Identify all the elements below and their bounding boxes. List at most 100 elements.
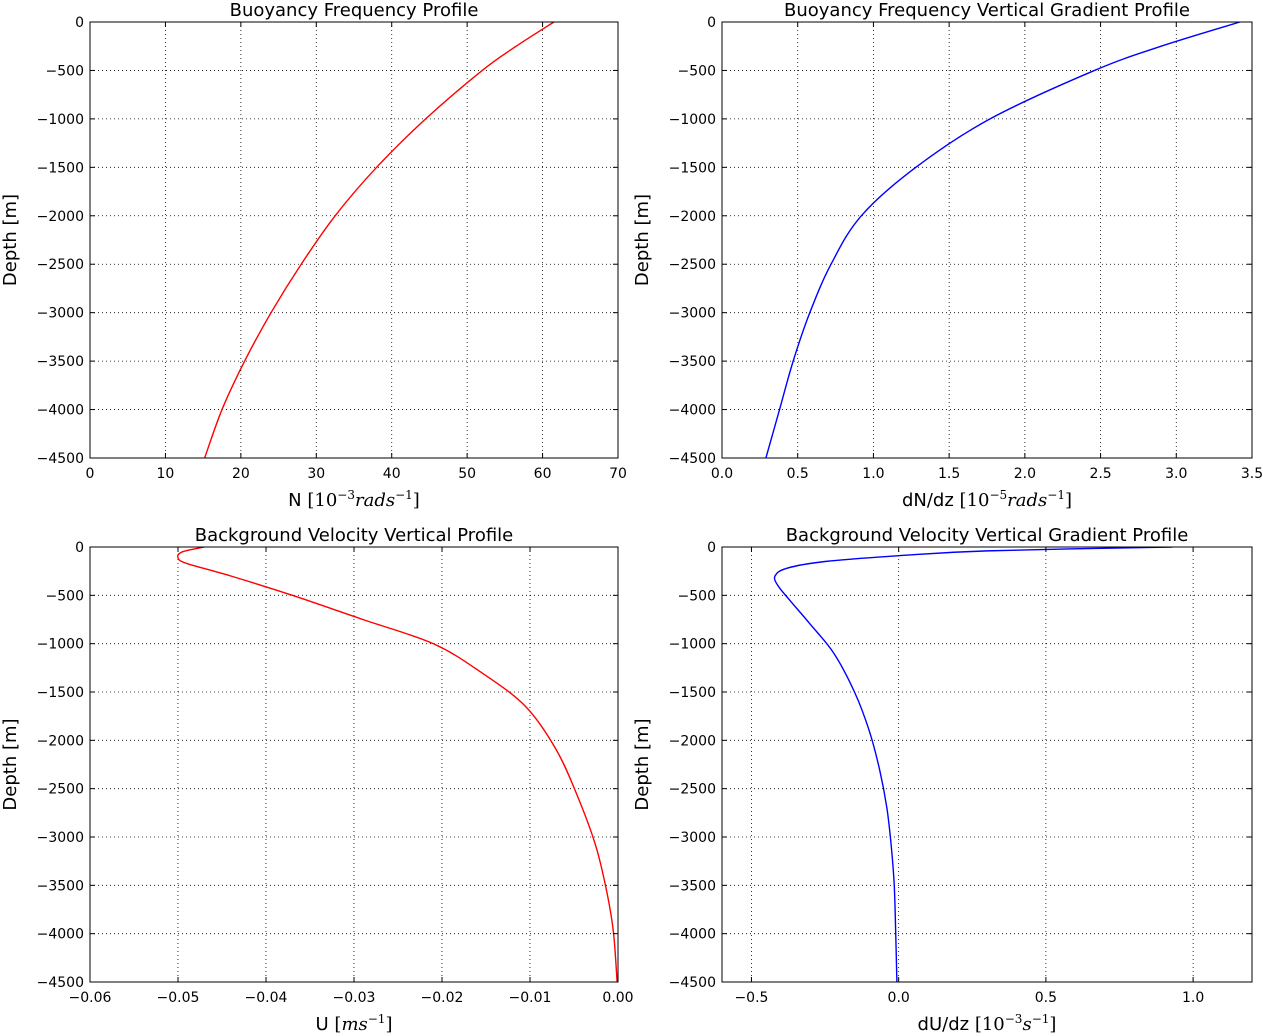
buoyancy-gradient-x-axis-label: dN/dz [10−5rads−1] — [902, 488, 1072, 511]
x-tick-label: 20 — [232, 466, 250, 482]
x-axis-label-part: −1 — [1032, 1012, 1050, 1026]
buoyancy-frequency-x-axis-label: N [10−3rads−1] — [288, 488, 420, 511]
y-tick-label: −3000 — [669, 306, 716, 322]
x-axis-label-part: [ — [307, 490, 314, 511]
buoyancy-gradient-frame — [721, 21, 1253, 459]
x-tick-label: −0.04 — [245, 990, 288, 1006]
x-axis-label-part: −3 — [337, 488, 355, 502]
x-axis-label-part: [ — [960, 490, 967, 511]
x-axis-label-part: ms — [341, 1014, 367, 1035]
y-tick-label: −1500 — [669, 685, 716, 701]
y-tick-label: −500 — [678, 588, 716, 604]
x-tick-label: 70 — [609, 466, 627, 482]
y-tick-label: 0 — [75, 540, 84, 556]
x-tick-label: −0.02 — [421, 990, 464, 1006]
x-tick-label: 0.00 — [602, 990, 633, 1006]
x-axis-label-part: ] — [413, 490, 420, 511]
y-tick-label: −2000 — [669, 733, 716, 749]
y-tick-label: −3500 — [669, 354, 716, 370]
velocity-gradient-title: Background Velocity Vertical Gradient Pr… — [786, 525, 1189, 546]
y-tick-label: −1000 — [37, 637, 84, 653]
x-tick-label: 0.5 — [1035, 990, 1057, 1006]
y-tick-label: −2000 — [37, 209, 84, 225]
y-tick-label: −3500 — [37, 878, 84, 894]
x-axis-label-part: U — [316, 1014, 335, 1035]
x-axis-label-part: −1 — [395, 488, 413, 502]
y-tick-label: −2000 — [669, 209, 716, 225]
y-tick-label: −2500 — [669, 782, 716, 798]
y-tick-label: −3000 — [669, 830, 716, 846]
x-tick-label: 50 — [458, 466, 476, 482]
x-axis-label-part: N — [288, 490, 307, 511]
y-tick-label: −3000 — [37, 306, 84, 322]
x-tick-label: 0.5 — [787, 466, 809, 482]
y-tick-label: −4500 — [37, 975, 84, 991]
buoyancy-frequency-series-line — [203, 22, 555, 458]
y-tick-label: −3500 — [37, 354, 84, 370]
x-axis-label-part: rads — [355, 490, 395, 511]
buoyancy-frequency-title: Buoyancy Frequency Profile — [230, 0, 479, 21]
x-tick-label: 1.0 — [862, 466, 884, 482]
x-axis-label-part: dU/dz — [918, 1014, 975, 1035]
y-tick-label: −4500 — [669, 975, 716, 991]
velocity-gradient-frame — [721, 546, 1253, 983]
x-tick-label: 1.5 — [938, 466, 960, 482]
x-axis-label-part: [ — [334, 1014, 341, 1035]
velocity-profile-y-axis-label: Depth [m] — [0, 718, 21, 810]
x-axis-label-part: dN/dz — [902, 490, 960, 511]
velocity-gradient-y-axis-label: Depth [m] — [632, 718, 653, 810]
y-tick-label: −4500 — [37, 451, 84, 467]
x-axis-label-part: ] — [385, 1014, 392, 1035]
y-tick-label: −2500 — [669, 257, 716, 273]
x-tick-label: 1.0 — [1182, 990, 1204, 1006]
x-tick-label: 10 — [157, 466, 175, 482]
x-tick-label: 3.0 — [1165, 466, 1187, 482]
y-tick-label: −2000 — [37, 733, 84, 749]
x-axis-label-part: 10 — [967, 490, 990, 511]
x-tick-label: −0.01 — [509, 990, 552, 1006]
x-axis-label-part: 10 — [982, 1014, 1005, 1035]
y-tick-label: −1500 — [669, 160, 716, 176]
x-axis-label-part: rads — [1007, 490, 1047, 511]
x-axis-label-part: −3 — [1005, 1012, 1023, 1026]
x-axis-label-part: ] — [1065, 490, 1072, 511]
x-tick-label: 0.0 — [711, 466, 733, 482]
x-axis-label-part: s — [1022, 1014, 1031, 1035]
y-tick-label: −3000 — [37, 830, 84, 846]
velocity-profile-title: Background Velocity Vertical Profile — [195, 525, 514, 546]
velocity-profile-plot-area — [90, 547, 618, 982]
x-tick-label: 30 — [307, 466, 325, 482]
x-tick-label: 2.5 — [1089, 466, 1111, 482]
y-tick-label: 0 — [75, 15, 84, 31]
buoyancy-frequency-plot-area — [90, 22, 618, 458]
x-tick-label: 3.5 — [1241, 466, 1263, 482]
x-tick-label: 0 — [86, 466, 95, 482]
buoyancy-frequency-y-axis-label: Depth [m] — [0, 194, 21, 286]
buoyancy-gradient-panel: 0.0 0.5 1.0 1.5 2.0 2.5 3.0 3.5 0 −500 −1000 −1500 −… — [632, 0, 1263, 511]
buoyancy-frequency-frame — [89, 21, 619, 459]
x-tick-label: −0.5 — [734, 990, 768, 1006]
velocity-gradient-panel: −0.5 0.0 0.5 1.0 0 −500 −1000 −1500 −2000 −2500 −3… — [632, 525, 1253, 1035]
buoyancy-gradient-plot-area — [722, 22, 1252, 458]
y-tick-label: −2500 — [37, 782, 84, 798]
x-tick-label: −0.05 — [157, 990, 200, 1006]
y-tick-label: −1500 — [37, 160, 84, 176]
y-tick-label: −4500 — [669, 451, 716, 467]
y-tick-label: −3500 — [669, 878, 716, 894]
x-tick-label: 2.0 — [1014, 466, 1036, 482]
y-tick-label: −4000 — [669, 403, 716, 419]
y-tick-label: 0 — [707, 540, 716, 556]
x-tick-label: 60 — [534, 466, 552, 482]
y-tick-label: −4000 — [37, 927, 84, 943]
velocity-gradient-series-line — [773, 547, 1173, 982]
x-tick-label: 40 — [383, 466, 401, 482]
buoyancy-frequency-panel: 0 10 20 30 40 50 60 70 0 −500 −1000 −1500 −2000 −2500… — [0, 0, 627, 511]
y-tick-label: −4000 — [37, 403, 84, 419]
y-tick-label: −1000 — [669, 637, 716, 653]
y-tick-label: −1500 — [37, 685, 84, 701]
y-tick-label: −1000 — [37, 112, 84, 128]
y-tick-label: −4000 — [669, 927, 716, 943]
y-tick-label: −1000 — [669, 112, 716, 128]
y-tick-label: −500 — [46, 588, 84, 604]
